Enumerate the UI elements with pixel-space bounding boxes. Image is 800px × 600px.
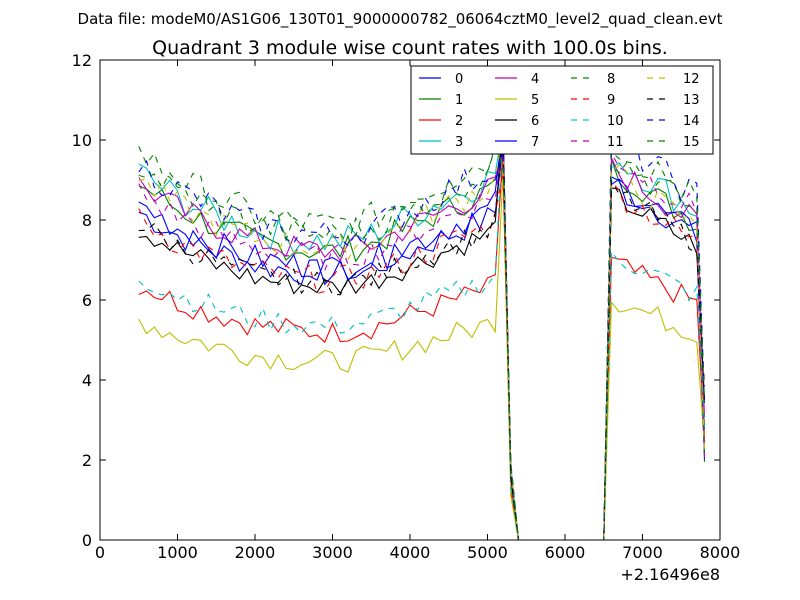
x-tick-label: 3000 [312, 543, 353, 562]
series-line-10 [138, 128, 706, 541]
series-line-0 [138, 143, 706, 541]
legend-label-3: 3 [455, 135, 463, 150]
legend-label-12: 12 [683, 72, 700, 87]
legend-label-15: 15 [683, 135, 700, 150]
y-tick-label: 0 [82, 531, 92, 550]
y-tick-label: 10 [72, 131, 92, 150]
legend-label-6: 6 [531, 114, 539, 129]
legend-label-11: 11 [607, 135, 624, 150]
chart-title: Quadrant 3 module wise count rates with … [152, 37, 668, 59]
legend-label-10: 10 [607, 114, 624, 129]
legend-label-1: 1 [455, 93, 463, 108]
series-line-12 [138, 135, 706, 541]
y-tick-label: 6 [82, 291, 92, 310]
series-lines [138, 121, 706, 541]
y-tick-label: 12 [72, 51, 92, 70]
x-offset-label: +2.16496e8 [620, 565, 720, 584]
x-tick-label: 1000 [157, 543, 198, 562]
x-tick-label: 8000 [700, 543, 741, 562]
x-tick-label: 5000 [467, 543, 508, 562]
series-line-13 [138, 136, 706, 541]
series-line-5 [138, 172, 706, 541]
legend-label-7: 7 [531, 135, 539, 150]
legend-label-5: 5 [531, 93, 539, 108]
legend-label-4: 4 [531, 72, 539, 87]
series-line-14 [138, 125, 706, 541]
y-tick-label: 8 [82, 211, 92, 230]
x-tick-label: 2000 [235, 543, 276, 562]
series-line-6 [138, 121, 706, 541]
legend-label-0: 0 [455, 72, 463, 87]
series-line-15 [138, 147, 706, 541]
legend-label-8: 8 [607, 72, 615, 87]
y-tick-label: 2 [82, 451, 92, 470]
x-tick-label: 4000 [390, 543, 431, 562]
legend-label-2: 2 [455, 114, 463, 129]
legend-label-14: 14 [683, 114, 700, 129]
axis-ticks: 0 1000 2000 3000 4000 5000 6000 7000 80000246810… [72, 51, 741, 562]
y-tick-label: 4 [82, 371, 92, 390]
legend-label-9: 9 [607, 93, 615, 108]
x-tick-label: 6000 [545, 543, 586, 562]
legend-label-13: 13 [683, 93, 700, 108]
legend-box [410, 65, 714, 155]
chart-suptitle: Data file: modeM0/AS1G06_130T01_90000007… [78, 10, 723, 29]
series-line-8 [138, 144, 706, 541]
series-line-3 [138, 125, 706, 541]
series-line-9 [138, 171, 706, 541]
x-tick-label: 0 [95, 543, 105, 562]
x-tick-label: 7000 [622, 543, 663, 562]
